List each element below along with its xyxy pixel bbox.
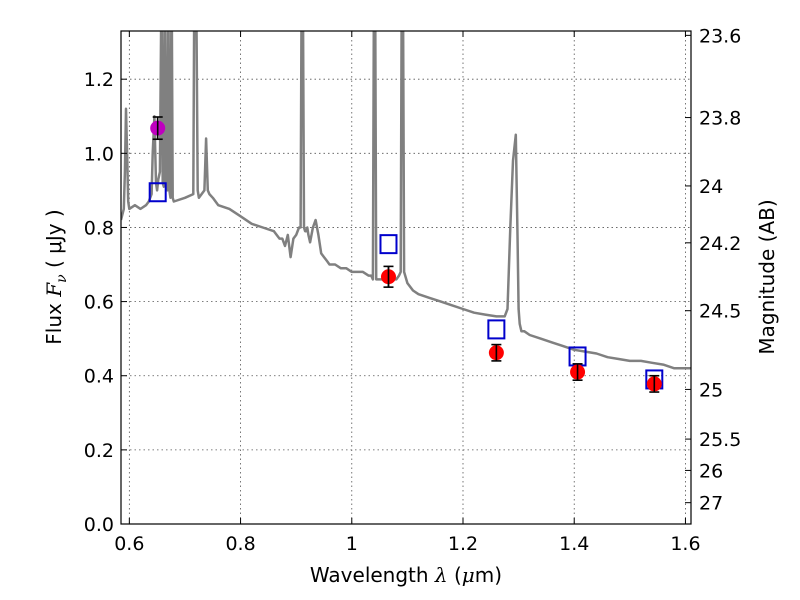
y-tick-label: 1.0 [84,143,114,165]
spectrum-line [121,31,691,370]
x-tick-label: 0.6 [114,533,144,555]
grid [121,31,691,524]
axis-ticks: 0.6 0.8 1 1.2 1.4 1.6 0.0 0.2 0.4 0.6 0.8 1.0 1.2 23.… [84,25,742,555]
plot-area [121,31,691,393]
y-tick-label: 0.4 [84,366,114,388]
x-tick-label: 1 [346,533,358,555]
mag-tick-label: 24.5 [699,301,741,323]
mag-tick-label: 24 [699,176,723,198]
mag-tick-label: 23.6 [699,25,741,47]
mag-tick-label: 26 [699,460,723,482]
model-flux-square [487,319,506,340]
y2-axis-label: Magnitude (AB) [755,199,779,354]
mag-tick-label: 27 [699,493,723,515]
y-tick-label: 0.0 [84,514,114,536]
model-flux-square [148,182,167,203]
y-tick-label: 0.6 [84,292,114,314]
y-tick-label: 0.2 [84,440,114,462]
model-flux-square [379,234,398,255]
x-axis-label: Wavelength λ (μm) [310,563,502,587]
mag-tick-label: 25 [699,379,723,401]
mag-tick-label: 24.2 [699,233,741,255]
y-axis-label: Flux Fν ( μJy ) [42,209,70,344]
y-tick-label: 1.2 [84,69,114,91]
y-tick-label: 0.8 [84,217,114,239]
x-tick-label: 0.8 [225,533,255,555]
x-tick-label: 1.6 [670,533,700,555]
mag-tick-label: 25.5 [699,429,741,451]
x-tick-label: 1.4 [559,533,589,555]
plot-frame [120,30,692,525]
x-tick-label: 1.2 [448,533,478,555]
mag-tick-label: 23.8 [699,108,741,130]
